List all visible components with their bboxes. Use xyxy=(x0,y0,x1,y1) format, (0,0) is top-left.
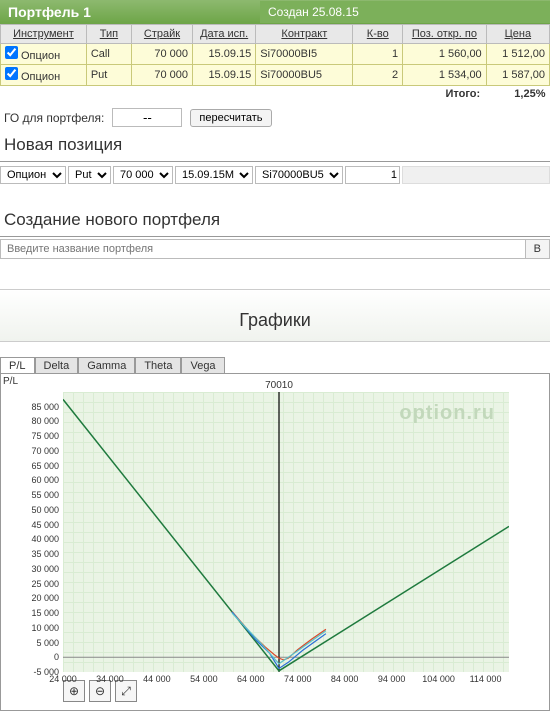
ytick: 40 000 xyxy=(31,534,59,544)
ytick: 30 000 xyxy=(31,564,59,574)
ytick: 50 000 xyxy=(31,505,59,515)
cell: 70 000 xyxy=(132,65,193,86)
cell: Si70000BI5 xyxy=(256,44,353,65)
cell: Put xyxy=(86,65,131,86)
row-checkbox[interactable] xyxy=(5,46,18,59)
newpos-spacer xyxy=(402,166,550,184)
portfolio-name-input[interactable] xyxy=(1,240,525,258)
portfolio-title: Портфель 1 xyxy=(0,0,260,24)
col-1[interactable]: Тип xyxy=(86,25,131,44)
qty-input[interactable] xyxy=(345,166,400,184)
ytick: 20 000 xyxy=(31,593,59,603)
create-portfolio-button[interactable]: В xyxy=(525,240,549,258)
xtick: 34 000 xyxy=(96,674,124,684)
ytick: 70 000 xyxy=(31,446,59,456)
new-position-title: Новая позиция xyxy=(0,133,550,162)
cell: 1 534,00 xyxy=(403,65,487,86)
ytick: 65 000 xyxy=(31,461,59,471)
chart-area: option.ru -5 00005 00010 00015 00020 000… xyxy=(63,392,509,672)
ytick: 55 000 xyxy=(31,490,59,500)
ytick: 45 000 xyxy=(31,520,59,530)
col-2[interactable]: Страйк xyxy=(132,25,193,44)
col-3[interactable]: Дата исп. xyxy=(193,25,256,44)
cell: 70 000 xyxy=(132,44,193,65)
cell: 15.09.15 xyxy=(193,44,256,65)
chart-svg xyxy=(63,392,509,672)
margin-label: ГО для портфеля: xyxy=(4,111,104,125)
ytick: 0 xyxy=(54,652,59,662)
new-portfolio-title: Создание нового портфеля xyxy=(0,208,550,237)
new-position-row: Опцион Put 70 000 15.09.15M Si70000BU5 xyxy=(0,164,550,186)
contract-select[interactable]: Si70000BU5 xyxy=(255,166,343,184)
cell: Опцион xyxy=(1,44,87,65)
instrument-select[interactable]: Опцион xyxy=(0,166,66,184)
tab-gamma[interactable]: Gamma xyxy=(78,357,135,374)
xtick: 104 000 xyxy=(422,674,455,684)
portfolio-header: Портфель 1 Создан 25.08.15 xyxy=(0,0,550,24)
cell: Call xyxy=(86,44,131,65)
ytick: 60 000 xyxy=(31,475,59,485)
xtick: 54 000 xyxy=(190,674,218,684)
cell: 1 xyxy=(353,44,403,65)
totals-label: Итого: xyxy=(403,86,487,103)
xtick: 74 000 xyxy=(284,674,312,684)
col-7[interactable]: Цена xyxy=(486,25,549,44)
positions-table: ИнструментТипСтрайкДата исп.КонтрактК-во… xyxy=(0,24,550,102)
ytick: 10 000 xyxy=(31,623,59,633)
cell: 15.09.15 xyxy=(193,65,256,86)
chart-panel: P/L option.ru -5 00005 00010 00015 00020… xyxy=(0,373,550,711)
row-checkbox[interactable] xyxy=(5,67,18,80)
cell: Опцион xyxy=(1,65,87,86)
xtick: 64 000 xyxy=(237,674,265,684)
date-select[interactable]: 15.09.15M xyxy=(175,166,253,184)
tab-theta[interactable]: Theta xyxy=(135,357,181,374)
xtick: 84 000 xyxy=(331,674,359,684)
xtick: 114 000 xyxy=(470,674,502,684)
vline-label: 70010 xyxy=(265,380,293,391)
cell: 2 xyxy=(353,65,403,86)
col-5[interactable]: К-во xyxy=(353,25,403,44)
ytick: 80 000 xyxy=(31,416,59,426)
xtick: 94 000 xyxy=(378,674,406,684)
tab-p/l[interactable]: P/L xyxy=(0,357,35,374)
ytick: 5 000 xyxy=(36,638,59,648)
col-4[interactable]: Контракт xyxy=(256,25,353,44)
recalc-button[interactable]: пересчитать xyxy=(190,109,271,127)
chart-tabs: P/LDeltaGammaThetaVega xyxy=(0,356,550,373)
strike-select[interactable]: 70 000 xyxy=(113,166,173,184)
cell: 1 512,00 xyxy=(486,44,549,65)
cell: 1 587,00 xyxy=(486,65,549,86)
y-axis-title: P/L xyxy=(3,376,18,387)
col-6[interactable]: Поз. откр. по xyxy=(403,25,487,44)
tab-vega[interactable]: Vega xyxy=(181,357,224,374)
type-select[interactable]: Put xyxy=(68,166,111,184)
zoom-controls: ⊕⊖⤢ xyxy=(5,672,545,702)
graphs-heading: Графики xyxy=(0,289,550,342)
new-portfolio-row: В xyxy=(0,239,550,259)
ytick: 25 000 xyxy=(31,579,59,589)
xtick: 24 000 xyxy=(49,674,77,684)
ytick: 15 000 xyxy=(31,608,59,618)
portfolio-created: Создан 25.08.15 xyxy=(260,1,550,23)
ytick: 35 000 xyxy=(31,549,59,559)
table-row: ОпционPut70 00015.09.15Si70000BU521 534,… xyxy=(1,65,550,86)
cell: 1 560,00 xyxy=(403,44,487,65)
col-0[interactable]: Инструмент xyxy=(1,25,87,44)
tab-delta[interactable]: Delta xyxy=(35,357,79,374)
table-row: ОпционCall70 00015.09.15Si70000BI511 560… xyxy=(1,44,550,65)
ytick: 75 000 xyxy=(31,431,59,441)
margin-row: ГО для портфеля: пересчитать xyxy=(0,102,550,133)
ytick: 85 000 xyxy=(31,402,59,412)
margin-value[interactable] xyxy=(112,108,182,127)
xtick: 44 000 xyxy=(143,674,171,684)
totals-value: 1,25% xyxy=(486,86,549,103)
cell: Si70000BU5 xyxy=(256,65,353,86)
